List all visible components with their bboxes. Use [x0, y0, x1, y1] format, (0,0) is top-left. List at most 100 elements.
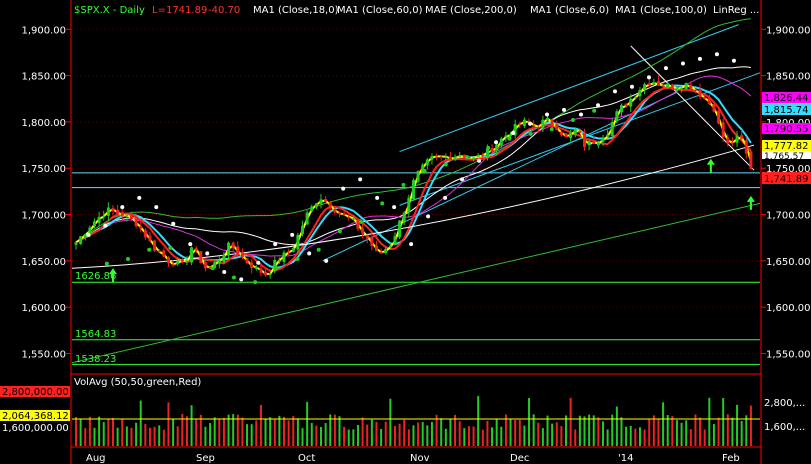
candle-body — [569, 133, 573, 139]
indicator-mae200: MAE (Close,200,0) — [425, 5, 517, 16]
volume-bar — [84, 428, 87, 446]
candle-body — [180, 259, 184, 262]
volume-bar — [671, 416, 674, 446]
volume-bar — [259, 404, 262, 446]
candle-body — [370, 236, 374, 247]
volume-bar — [638, 427, 641, 446]
sar-dot-white — [103, 223, 108, 228]
sar-dot-white — [273, 242, 278, 247]
flag-5-box — [762, 151, 811, 159]
candle-body — [74, 242, 78, 245]
candle-body — [532, 125, 536, 127]
candle-body — [661, 85, 665, 87]
candle-body — [555, 124, 559, 131]
candle-body — [744, 140, 748, 154]
candle-body — [245, 258, 249, 264]
volume-bar — [264, 419, 267, 446]
candle-body — [476, 154, 480, 157]
sar-dot-white — [171, 221, 176, 226]
up-arrow-head — [108, 268, 117, 275]
flag-6-box — [762, 172, 811, 184]
sar-dot-white — [137, 195, 142, 200]
volume-bar — [583, 416, 586, 446]
candle-body — [314, 203, 318, 208]
flag-2: 1,815.74 — [764, 105, 809, 116]
sar-dot-green — [507, 136, 512, 141]
volume-bar — [301, 428, 304, 446]
candle-body — [495, 144, 499, 151]
volume-bar — [546, 415, 549, 446]
candle-body — [513, 124, 517, 136]
volume-bar — [699, 417, 702, 446]
volume-bar — [467, 426, 470, 446]
volume-bar — [532, 414, 535, 446]
volume-bar — [708, 397, 711, 446]
volume-bar — [481, 429, 484, 446]
volume-bar — [232, 414, 235, 446]
volume-bar — [518, 419, 521, 446]
candle-body — [448, 156, 452, 160]
sar-dot-green — [295, 256, 300, 261]
candle-body — [227, 242, 231, 256]
volume-bar — [181, 413, 184, 446]
candle-body — [485, 148, 489, 159]
candle-body — [610, 122, 614, 136]
candle-body — [675, 88, 679, 91]
volume-bar — [292, 416, 295, 446]
sar-dot-white — [222, 269, 227, 274]
candle-body — [166, 257, 170, 264]
candle-body — [596, 142, 600, 146]
volume-left-label-1: 2,800,000.00 — [2, 387, 69, 398]
flag-5: 1,765.57 — [764, 152, 804, 162]
volume-bar — [722, 397, 725, 446]
candle-body — [273, 259, 277, 272]
volume-bar — [689, 429, 692, 446]
volume-bar — [560, 426, 563, 446]
candle-body — [652, 82, 656, 85]
candle-body — [430, 156, 434, 160]
candle-body — [717, 111, 721, 124]
candle-body — [425, 159, 429, 166]
sar-dot-green — [337, 229, 342, 234]
candle-body — [143, 230, 147, 238]
volume-bar — [356, 425, 359, 446]
candle-body — [194, 248, 198, 251]
candle-body — [116, 210, 120, 214]
candle-body — [324, 198, 328, 202]
sar-dots — [86, 52, 736, 285]
candle-body — [106, 207, 110, 216]
sar-dot-white — [443, 195, 448, 200]
candle-body — [444, 156, 448, 158]
channel-line — [399, 24, 739, 153]
candle-body — [726, 137, 730, 144]
time-axis: Aug Sep Oct Nov Dec '14 Feb — [86, 453, 740, 464]
volume-bar — [380, 429, 383, 446]
price-tick-left: 1,800.00 — [21, 118, 66, 129]
sar-dot-white — [154, 205, 159, 210]
sar-dot-white — [562, 107, 567, 112]
candle-body — [254, 266, 258, 269]
volume-bar — [172, 419, 175, 446]
candle-body — [670, 84, 674, 90]
sar-dot-white — [545, 112, 550, 117]
volume-bar — [398, 423, 401, 446]
candle-body — [291, 248, 295, 252]
candle-body — [624, 103, 628, 106]
candle-body — [129, 215, 133, 219]
candle-body — [134, 217, 138, 227]
volume-bar — [393, 425, 396, 446]
candle-body — [277, 260, 281, 262]
volume-bar — [222, 417, 225, 446]
volume-bar — [615, 406, 618, 446]
candle-body — [120, 211, 124, 217]
candle-body — [564, 133, 568, 138]
volume-bar — [495, 419, 498, 446]
volume-bar — [176, 426, 179, 446]
candle-body — [374, 245, 378, 252]
sar-dot-green — [189, 249, 194, 254]
candle-body — [264, 271, 268, 276]
sar-dot-green — [359, 219, 364, 224]
sar-dot-white — [613, 89, 618, 94]
sar-dot-green — [126, 256, 131, 261]
